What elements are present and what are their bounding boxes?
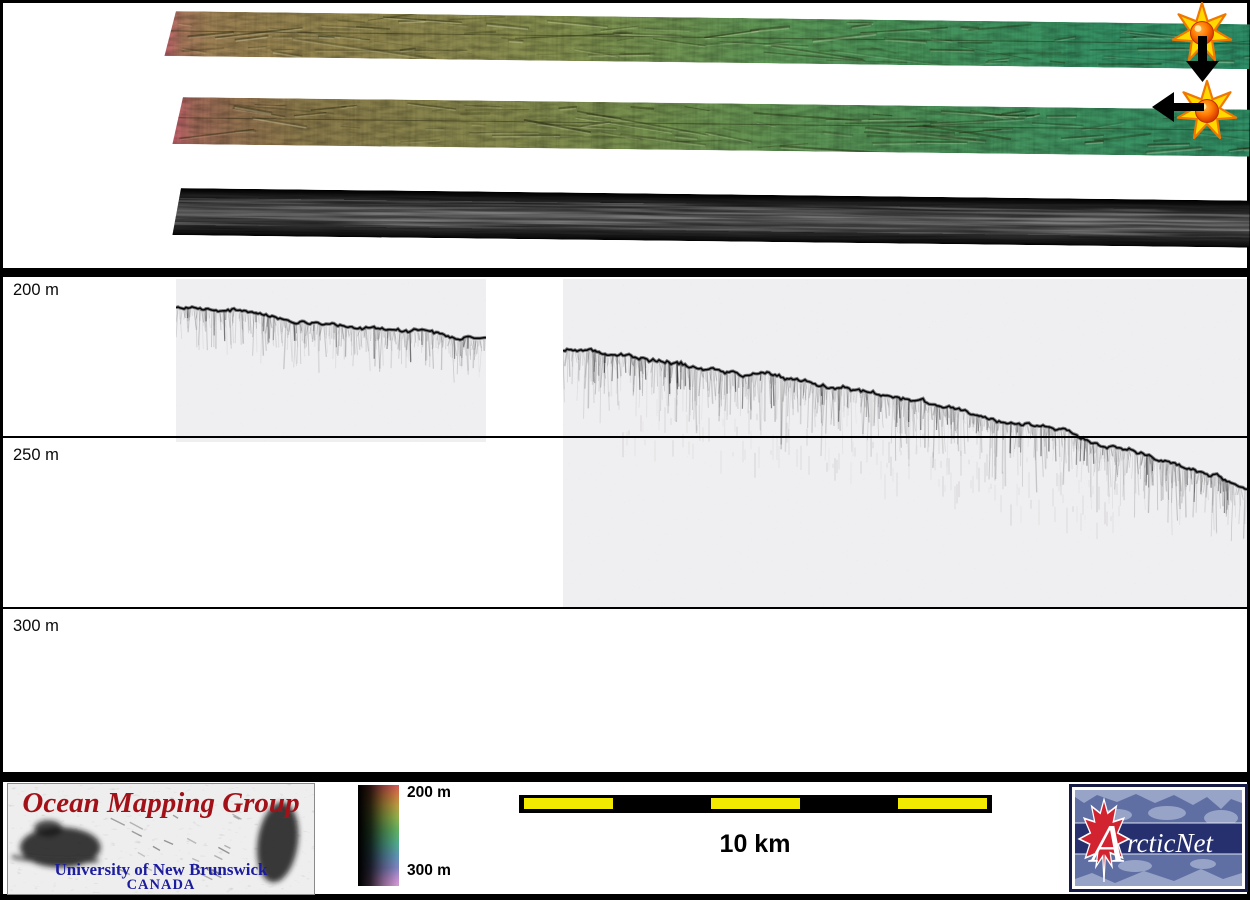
arcticnet-logo-art: A rcticNet: [1075, 790, 1242, 886]
seafloor-fuzz: [176, 308, 486, 383]
omg-logo: Ocean Mapping Group University of New Br…: [7, 783, 315, 895]
scale-bar-segment: [898, 798, 987, 809]
seafloor-fuzz: [563, 350, 1247, 542]
arcticnet-logo: A rcticNet: [1069, 784, 1248, 892]
depth-line-250m: [3, 436, 1247, 438]
scale-bar: [519, 795, 992, 813]
echogram-right-block: [563, 279, 1247, 608]
seafloor-trace: [176, 305, 486, 341]
bathymetry-swath-texture: [164, 11, 1249, 69]
omg-subtitle: University of New Brunswick: [54, 860, 268, 879]
bathymetry-swath-texture: [172, 97, 1249, 157]
maple-leaf-icon: [1077, 796, 1131, 883]
omg-logo-art: [8, 784, 314, 893]
echogram-panel: 200 m 250 m 300 m: [3, 277, 1247, 772]
depth-label-200m: 200 m: [13, 281, 59, 299]
sonar-shadow-blobs: [11, 802, 299, 883]
omg-country: CANADA: [126, 877, 196, 893]
bathymetry-swath-top: [164, 11, 1249, 69]
scale-bar-segment: [524, 798, 613, 809]
sidescan-swath-texture: [172, 188, 1249, 248]
arcticnet-wordmark: rcticNet: [1127, 828, 1214, 858]
scale-bar-label: 10 km: [719, 830, 791, 858]
colorbar-bottom-label: 300 m: [407, 862, 451, 879]
depth-label-300m: 300 m: [13, 617, 59, 635]
colorbar-top-label: 200 m: [407, 784, 451, 801]
scale-bar-segment: [711, 798, 800, 809]
bathymetry-swath-middle: [172, 97, 1249, 157]
depth-colorbar: [358, 785, 399, 886]
sidescan-swath: [172, 188, 1249, 248]
footer-panel: Ocean Mapping Group University of New Br…: [3, 782, 1248, 895]
depth-line-300m: [3, 607, 1247, 609]
omg-title: Ocean Mapping Group: [22, 787, 300, 819]
echogram-left-block: [176, 279, 486, 442]
depth-label-250m: 250 m: [13, 446, 59, 464]
swath-panel: [3, 3, 1247, 268]
seafloor-trace: [563, 347, 1247, 491]
arcticnet-initial: A: [1088, 814, 1125, 874]
